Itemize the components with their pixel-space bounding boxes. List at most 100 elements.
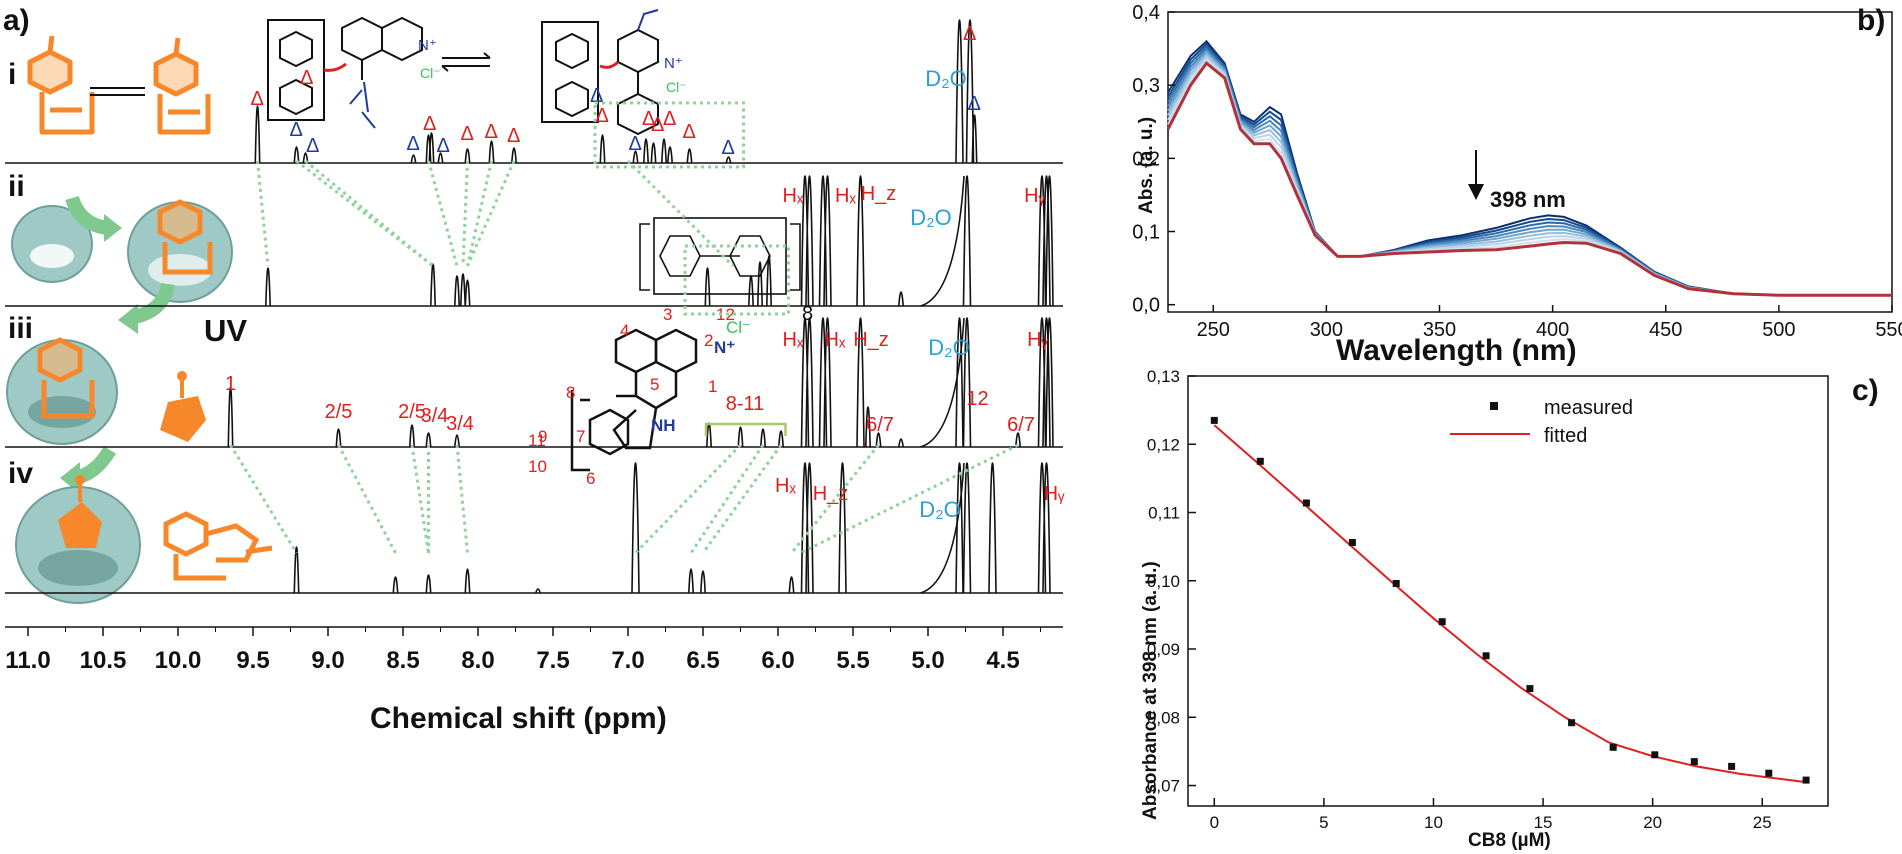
uv-y-tick-label: 0,4	[1132, 2, 1160, 24]
nmr-peak	[737, 426, 744, 448]
curved-arrow-icon	[65, 195, 110, 235]
nmr-peak	[700, 570, 706, 594]
legend-measured-marker	[1490, 402, 1498, 410]
n-plus-label-right: N⁺	[664, 55, 683, 72]
nmr-peak	[1042, 462, 1051, 594]
bracket-icon	[704, 422, 787, 436]
uv-x-tick-label: 250	[1197, 319, 1230, 341]
nmr-peak	[875, 432, 882, 448]
delta-peak-label: Δ	[596, 105, 609, 127]
nitrogen-fragment-icon	[160, 371, 206, 442]
nmr-peak	[965, 19, 975, 164]
nmr-peak	[392, 576, 399, 594]
nmr-tick-label: 7.0	[611, 647, 644, 674]
delta-peak-label: Δ	[968, 93, 981, 115]
nmr-tick-label: 6.5	[686, 647, 719, 674]
nmr-peak	[464, 568, 471, 594]
measured-point	[1438, 618, 1446, 626]
atom-number-label: 7	[576, 427, 585, 446]
uv-y-tick-label: 0,3	[1132, 75, 1160, 97]
delta-peak-label: Δ	[722, 137, 735, 159]
hz-label: H_z	[853, 329, 889, 351]
product-molecule-icon	[163, 511, 273, 581]
nmr-tick-label: 9.5	[236, 647, 269, 674]
trace-label-ii: ii	[8, 170, 25, 203]
delta-peak-label: Δ	[423, 113, 436, 135]
solvent-shoulder	[920, 175, 965, 307]
nmr-peak	[805, 175, 814, 307]
n-plus-label-product: N⁺	[714, 338, 735, 357]
titration-x-tick-label: 0	[1210, 813, 1219, 832]
molecule-icon	[153, 37, 211, 135]
nmr-tick-label: 5.5	[836, 647, 869, 674]
d2o-label: D₂O	[928, 335, 970, 360]
nmr-tick-label: 8.0	[461, 647, 494, 674]
titration-x-tick-label: 5	[1319, 813, 1328, 832]
molecule-icon	[157, 199, 213, 275]
uv-x-tick-label: 300	[1310, 319, 1343, 341]
uv-vis-plot-frame	[1167, 11, 1893, 313]
atom-number-label: 5	[650, 375, 659, 394]
delta-peak-label: Δ	[642, 108, 655, 130]
delta-peak-label: Δ	[407, 133, 420, 155]
delta-peak-label: Δ	[251, 88, 264, 110]
nmr-peak	[686, 148, 693, 164]
titration-y-tick-label: 0,08	[1147, 708, 1180, 727]
nmr-peak	[511, 147, 517, 164]
nmr-peak	[748, 275, 754, 307]
nmr-peak	[865, 406, 871, 448]
nmr-peak	[962, 175, 972, 307]
nmr-peak	[955, 462, 964, 594]
atom-number-label: 8	[566, 383, 575, 402]
peak-67-label: 6/7	[866, 414, 894, 436]
titration-x-tick-label: 15	[1534, 813, 1553, 832]
hz-label: H_z	[813, 483, 849, 505]
delta-label: Δ	[590, 85, 603, 107]
measured-point	[1210, 416, 1218, 424]
measured-point	[1609, 743, 1617, 751]
n-plus-label-left: N⁺	[418, 37, 437, 54]
cartoon-host-iii	[6, 282, 206, 494]
correlation-line	[701, 444, 783, 554]
nmr-peak	[430, 263, 436, 307]
peak-811-label: 8-11	[726, 393, 765, 415]
fitted-curve	[1213, 424, 1807, 784]
nmr-peak	[778, 430, 784, 448]
measured-point	[1348, 539, 1356, 546]
titration-x-tick-label: 10	[1424, 813, 1443, 832]
uv-vis-series-line	[1166, 61, 1892, 297]
titration-axes: 0 5 10 15 20 25 0,07 0,08 0,09 0,10 0,11 0,12 0,13	[1147, 367, 1772, 832]
peak-25-label: 2/5	[325, 401, 353, 423]
nmr-peak	[1042, 317, 1051, 448]
hy-label: Hᵧ	[1027, 329, 1048, 351]
legend-measured-label: measured	[1544, 397, 1633, 419]
d2o-label: D₂O	[910, 205, 952, 230]
equilibrium-arrows-icon	[441, 52, 491, 72]
panel-c-label: c)	[1852, 374, 1879, 407]
nmr-peak	[410, 154, 417, 164]
legend-fitted-label: fitted	[1544, 425, 1587, 447]
nmr-peak	[409, 424, 415, 448]
correlation-line	[295, 159, 434, 268]
d2o-label: D₂O	[919, 497, 961, 522]
titration-series	[1210, 416, 1810, 784]
nmr-peak	[437, 152, 444, 164]
molecule-icon	[37, 337, 95, 419]
atom-number-label: 4	[620, 321, 629, 340]
solvent-shoulder	[920, 317, 965, 448]
nmr-peak	[661, 138, 667, 164]
delta-peak-label: Δ	[485, 121, 498, 143]
nmr-peak	[704, 267, 711, 307]
measured-point	[1392, 580, 1400, 587]
nmr-tick-label: 7.5	[536, 647, 569, 674]
nmr-peak	[856, 317, 865, 448]
nmr-peak	[488, 140, 495, 164]
measured-point	[1651, 751, 1659, 759]
delta-peak-label: Δ	[663, 108, 676, 130]
nmr-peak	[227, 386, 234, 448]
d2o-label: D₂O	[925, 66, 967, 91]
delta-peak-label: Δ	[651, 114, 664, 136]
nmr-peak	[971, 114, 978, 164]
titration-x-tick-label: 20	[1643, 813, 1662, 832]
